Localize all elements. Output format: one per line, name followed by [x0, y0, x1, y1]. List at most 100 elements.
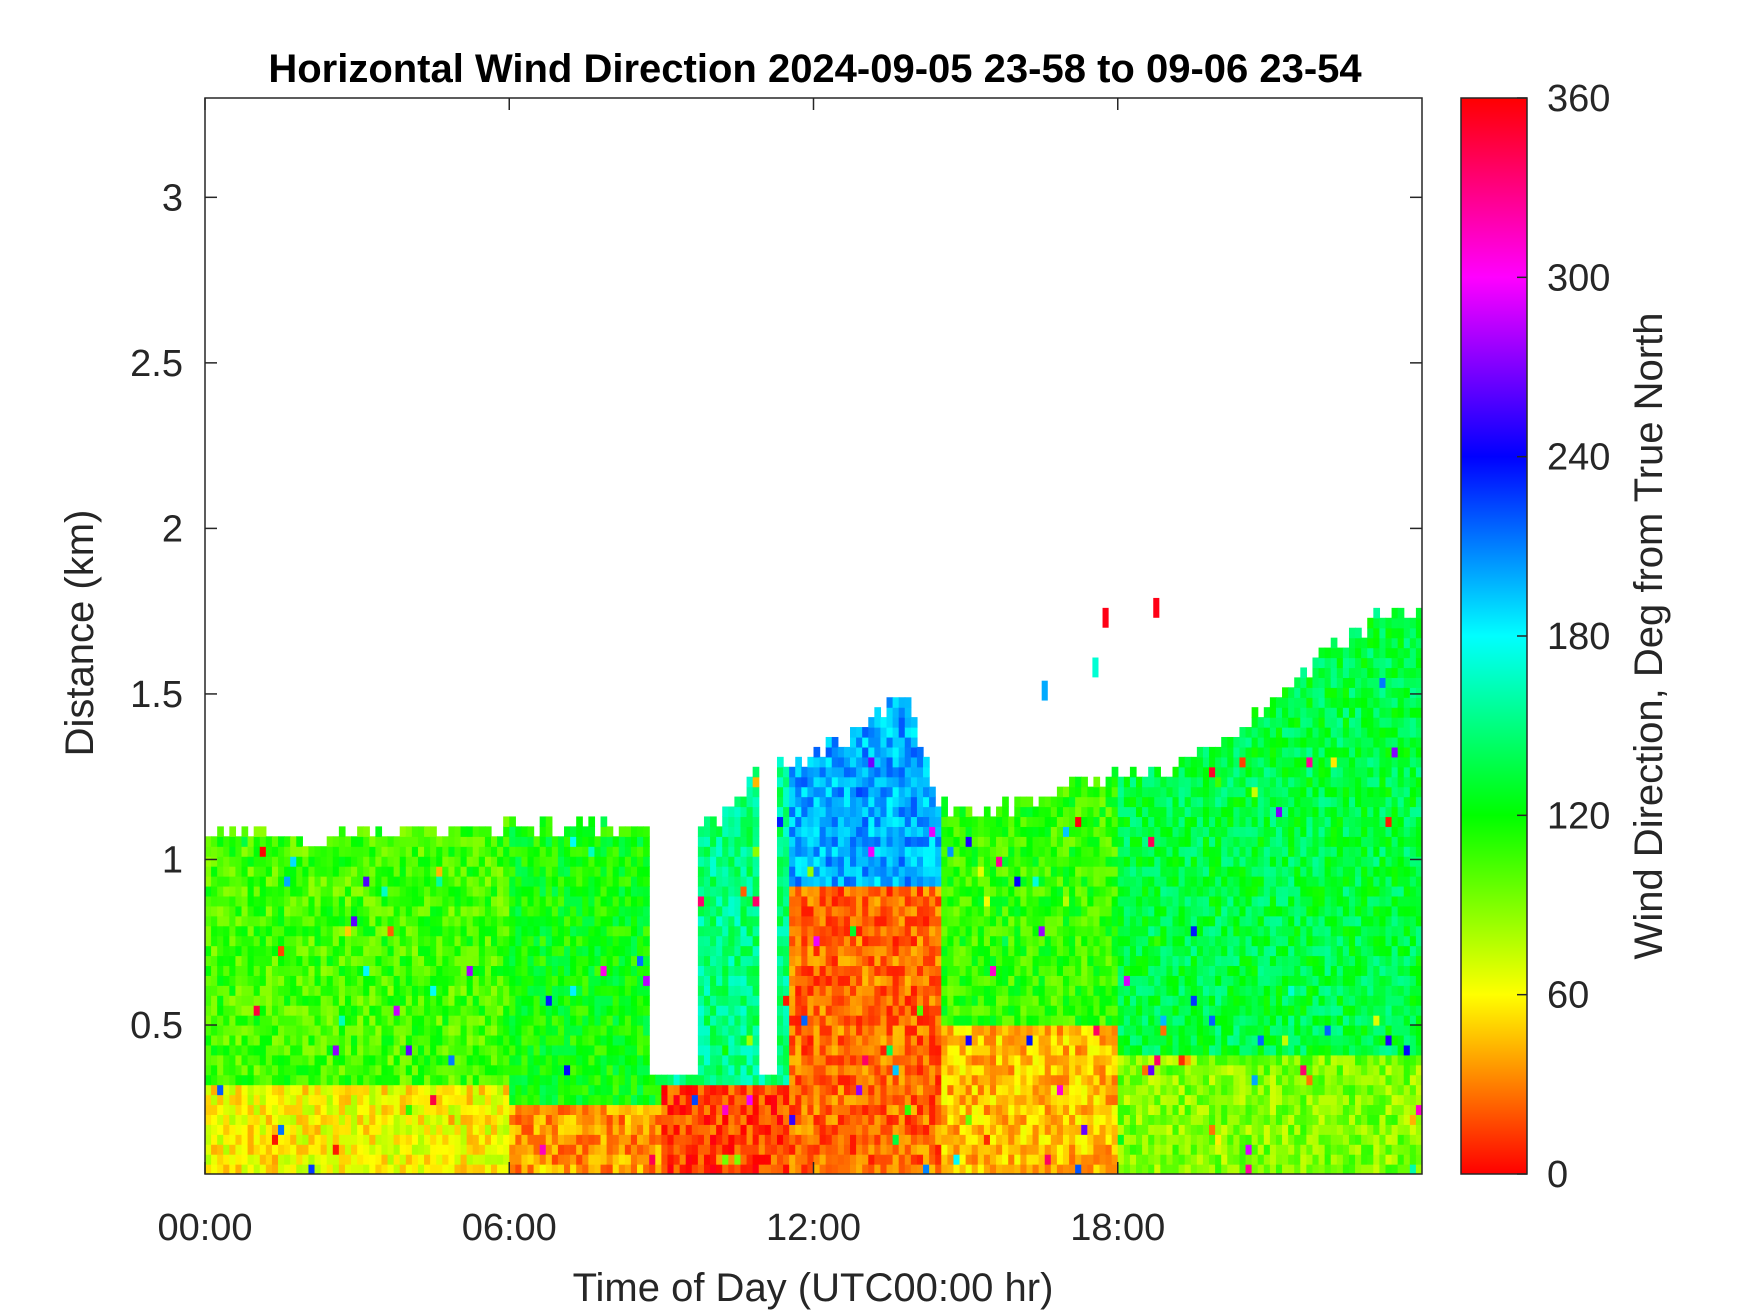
heatmap-cell: [892, 1134, 900, 1145]
heatmap-cell: [880, 1005, 888, 1016]
heatmap-cell: [728, 985, 735, 996]
heatmap-cell: [819, 1074, 827, 1086]
heatmap-cell: [971, 1005, 979, 1016]
heatmap-cell: [442, 1154, 449, 1165]
heatmap-cell: [484, 925, 492, 937]
heatmap-cell: [776, 856, 784, 867]
heatmap-cell: [989, 975, 997, 986]
heatmap-cell: [612, 915, 620, 927]
heatmap-cell: [1050, 1094, 1058, 1106]
heatmap-cell: [898, 1154, 906, 1165]
heatmap-cell: [630, 1025, 638, 1036]
heatmap-cell: [612, 1084, 620, 1096]
heatmap-cell: [910, 836, 918, 847]
heatmap-cell: [941, 885, 948, 897]
heatmap-cell: [776, 975, 784, 986]
heatmap-cell: [211, 1025, 218, 1036]
heatmap-cell: [387, 895, 395, 907]
heatmap-cell: [545, 1064, 553, 1076]
heatmap-cell: [813, 965, 821, 976]
heatmap-cell: [752, 955, 760, 967]
heatmap-cell: [1069, 955, 1076, 967]
heatmap-cell: [996, 965, 1003, 976]
heatmap-cell: [977, 1054, 985, 1066]
heatmap-cell: [807, 915, 815, 927]
heatmap-cell: [594, 1015, 602, 1026]
heatmap-cell: [448, 1084, 456, 1096]
heatmap-cell: [874, 905, 882, 917]
heatmap-cell: [491, 1154, 498, 1165]
heatmap-cell: [576, 1015, 583, 1026]
heatmap-cell: [807, 836, 815, 847]
heatmap-cell: [466, 1144, 474, 1155]
heatmap-cell: [1062, 806, 1070, 818]
heatmap-cell: [1069, 1074, 1076, 1086]
heatmap-cell: [454, 935, 462, 947]
heatmap-cell: [910, 995, 918, 1006]
heatmap-cell: [247, 1164, 255, 1174]
heatmap-cell: [411, 836, 419, 847]
heatmap-cell: [716, 876, 723, 887]
heatmap-cell: [393, 836, 401, 847]
heatmap-cell: [594, 1084, 602, 1096]
heatmap-cell: [582, 1164, 589, 1174]
heatmap-cell: [843, 1104, 851, 1115]
heatmap-cell: [454, 1064, 462, 1076]
heatmap-cell: [886, 1094, 894, 1106]
heatmap-cell: [217, 1164, 224, 1174]
heatmap-cell: [1069, 1054, 1076, 1066]
heatmap-cell: [302, 935, 310, 947]
heatmap-cell: [673, 1154, 681, 1165]
heatmap-cell: [697, 895, 705, 907]
heatmap-cell: [344, 965, 352, 976]
heatmap-cell: [1056, 1084, 1064, 1096]
heatmap-cell: [491, 895, 498, 907]
heatmap-cell: [223, 1034, 230, 1046]
heatmap-cell: [503, 905, 510, 917]
heatmap-cell: [1038, 1134, 1046, 1145]
heatmap-cell: [290, 1044, 297, 1056]
heatmap-cell: [643, 955, 650, 967]
heatmap-cell: [290, 925, 297, 937]
heatmap-cell: [417, 965, 425, 976]
heatmap-cell: [223, 866, 230, 877]
heatmap-cell: [1032, 1025, 1040, 1036]
heatmap-cell: [472, 846, 480, 857]
heatmap-cell: [466, 836, 474, 847]
heatmap-cell: [637, 905, 644, 917]
heatmap-cell: [235, 1034, 243, 1046]
heatmap-cell: [515, 885, 523, 897]
heatmap-cell: [393, 1144, 401, 1155]
heatmap-cell: [971, 945, 979, 957]
heatmap-cell: [789, 846, 796, 857]
heatmap-cell: [1044, 1054, 1052, 1066]
heatmap-cell: [381, 1114, 389, 1125]
heatmap-cell: [503, 945, 510, 957]
heatmap-cell: [783, 885, 790, 897]
heatmap-cell: [539, 1154, 547, 1165]
heatmap-cell: [813, 1114, 821, 1125]
heatmap-cell: [856, 995, 863, 1006]
heatmap-cell: [211, 905, 218, 917]
heatmap-cell: [369, 1034, 376, 1046]
heatmap-cell: [211, 876, 218, 887]
heatmap-cell: [594, 1054, 602, 1066]
heatmap-cell: [1002, 1094, 1009, 1106]
heatmap-cell: [941, 806, 948, 818]
heatmap-cell: [789, 935, 796, 947]
heatmap-cell: [637, 945, 644, 957]
heatmap-cell: [953, 985, 961, 996]
heatmap-cell: [843, 1084, 851, 1096]
heatmap-cell: [874, 717, 882, 728]
heatmap-cell: [776, 895, 784, 907]
heatmap-cell: [351, 1054, 358, 1066]
heatmap-cell: [1014, 1054, 1021, 1066]
heatmap-cell: [320, 1124, 328, 1135]
heatmap-cell: [929, 925, 936, 937]
heatmap-cell: [247, 1114, 255, 1125]
heatmap-cell: [478, 1154, 486, 1165]
heatmap-cell: [892, 1074, 900, 1086]
heatmap-cell: [916, 806, 924, 818]
heatmap-cell: [989, 1025, 997, 1036]
heatmap-cell: [229, 885, 237, 897]
